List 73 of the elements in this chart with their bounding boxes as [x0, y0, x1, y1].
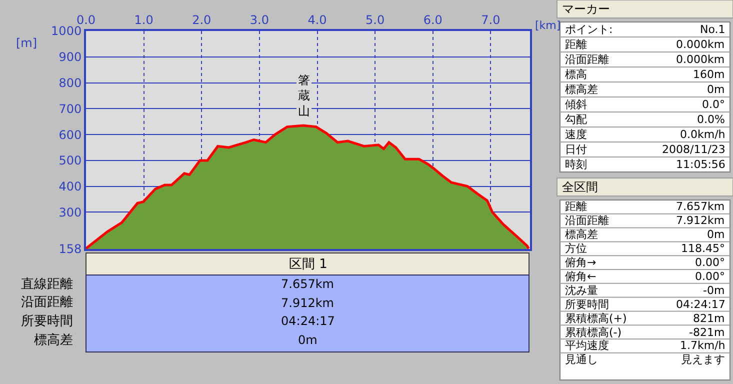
text: 時刻 — [565, 158, 587, 171]
text: 俯角→ — [565, 256, 596, 269]
text: 沿面距離 — [21, 295, 73, 310]
text: 0.000km — [676, 53, 725, 66]
text: 821m — [693, 312, 725, 325]
text: 0.000km — [676, 38, 725, 51]
text: 標高差 — [565, 83, 598, 96]
annotation: 箸蔵山 — [298, 73, 310, 118]
text: 標高差 — [34, 332, 73, 348]
text: 距離 — [565, 200, 587, 213]
text: 沿面距離 — [565, 53, 609, 66]
text: 累積標高(+) — [565, 312, 627, 325]
y-axis-title: [m] — [16, 36, 38, 50]
text: 傾斜 — [565, 98, 587, 111]
text: 標高差 — [565, 228, 598, 241]
text: 7.912km — [676, 214, 725, 227]
text: 7.912km — [281, 296, 334, 310]
text: 0.0° — [702, 98, 725, 111]
text: 見えます — [681, 353, 725, 366]
text: -0m — [703, 284, 725, 297]
y-tick-label: 800 — [58, 76, 82, 90]
text: 累積標高(-) — [565, 326, 622, 339]
text: 0m — [707, 228, 725, 241]
x-tick-label: 7.0 — [481, 13, 500, 28]
x-tick-label: 2.0 — [192, 13, 212, 28]
text: 速度 — [565, 128, 587, 141]
text: 平均速度 — [565, 339, 609, 352]
text: No.1 — [700, 23, 726, 36]
x-tick-label: 5.0 — [366, 13, 385, 28]
text: 1.7km/h — [680, 339, 726, 352]
text: 2008/11/23 — [662, 143, 726, 156]
y-tick-label: 300 — [58, 205, 82, 220]
text: 0.0km/h — [680, 128, 726, 141]
text: 見通し — [565, 353, 598, 366]
x-tick-label: 1.0 — [134, 13, 154, 28]
y-tick-label: 700 — [58, 102, 82, 116]
text: 11:05:56 — [676, 158, 726, 171]
text: 04:24:17 — [281, 314, 335, 328]
text: 118.45° — [681, 242, 725, 255]
text: 160m — [693, 68, 725, 81]
text: ポイント: — [565, 23, 613, 36]
text: 沿面距離 — [565, 214, 609, 227]
y-tick-label: 158 — [58, 242, 82, 256]
text: 04:24:17 — [676, 298, 726, 311]
text: 直線距離 — [21, 277, 73, 292]
text: 0m — [298, 333, 318, 347]
text: 所要時間 — [565, 298, 609, 311]
x-tick-label: 4.0 — [308, 13, 327, 28]
text: 0m — [707, 83, 725, 96]
text: 方位 — [565, 242, 587, 255]
text: 0.00° — [695, 270, 725, 283]
text: 距離 — [565, 38, 587, 51]
y-tick-label: 400 — [58, 180, 82, 194]
y-tick-label: 500 — [58, 154, 82, 168]
x-axis-title: [km] — [535, 19, 561, 32]
text: 7.657km — [676, 200, 725, 213]
text: 勾配 — [565, 113, 587, 126]
text: -821m — [689, 326, 725, 339]
y-tick-label: 600 — [58, 128, 82, 142]
text: 俯角← — [565, 270, 596, 283]
y-tick-label: 900 — [58, 50, 82, 64]
text: 0.00° — [695, 256, 725, 269]
x-tick-label: 3.0 — [250, 13, 269, 28]
text: 沈み量 — [565, 284, 598, 297]
text: 0.0% — [697, 113, 725, 126]
text: 日付 — [565, 143, 587, 156]
x-tick-label: 6.0 — [423, 13, 442, 28]
text: 標高 — [565, 68, 587, 81]
text: マーカー — [562, 2, 610, 16]
text: 全区間 — [562, 180, 598, 194]
text: 区間 1 — [289, 257, 328, 272]
text: 所要時間 — [21, 314, 73, 329]
text: 7.657km — [281, 277, 334, 291]
